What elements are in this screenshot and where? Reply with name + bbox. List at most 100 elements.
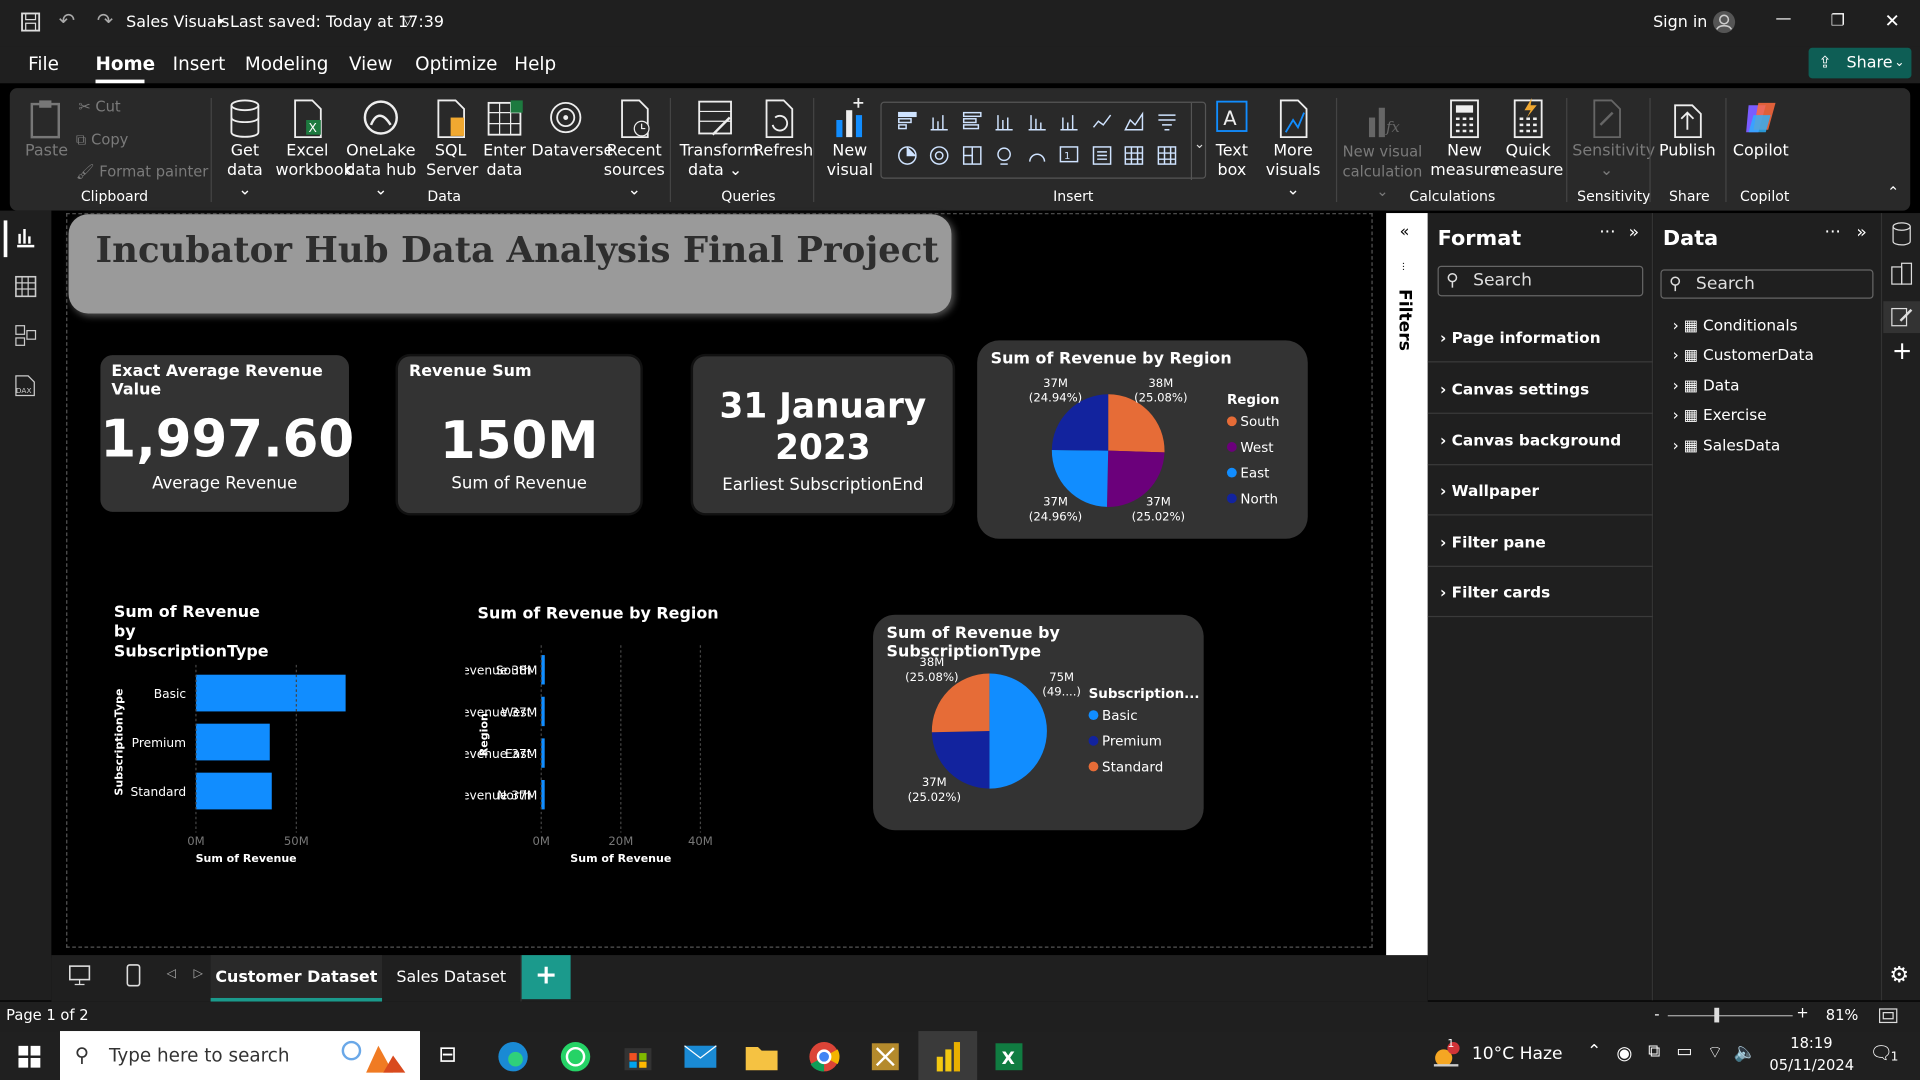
menu-optimize[interactable]: Optimize (415, 52, 498, 75)
record-icon[interactable]: ◉ (1616, 1042, 1633, 1065)
new-visual-button[interactable]: New visual (823, 97, 877, 181)
menu-view[interactable]: View (348, 52, 393, 75)
pie-slice-south[interactable] (1108, 394, 1165, 453)
notification-icon[interactable]: 🗨 (1869, 1042, 1894, 1065)
format-item-page-information[interactable]: › Page information (1440, 328, 1601, 347)
whatsapp-icon[interactable] (560, 1041, 592, 1073)
edge-icon[interactable] (497, 1041, 529, 1073)
pie-slice-east[interactable] (1051, 450, 1109, 507)
tab-customer-dataset[interactable]: Customer Dataset (210, 955, 383, 1002)
data-pane-icon[interactable] (1891, 222, 1913, 246)
pie-slice-basic[interactable] (989, 673, 1047, 789)
kpi-card-average-revenue[interactable]: Exact Average Revenue Value 1,997.60 Ave… (100, 355, 354, 512)
table-view-icon[interactable] (15, 275, 37, 298)
legend-item-east[interactable]: East (1240, 467, 1269, 482)
taskbar-search-box[interactable]: ⚲ Type here to search (60, 1031, 421, 1080)
more-visuals-button[interactable]: More visuals ⌄ (1259, 98, 1328, 201)
filters-pane-collapsed[interactable]: « ⫶ Filters (1386, 213, 1428, 957)
zoom-out-icon[interactable]: - (1654, 1005, 1660, 1023)
report-title-box[interactable]: Incubator Hub Data Analysis Final Projec… (68, 214, 952, 314)
dax-query-icon[interactable]: DAX (12, 373, 39, 397)
excel-workbook-button[interactable]: X Excel workbook (276, 98, 353, 181)
save-icon[interactable] (21, 12, 41, 32)
data-table-customerdata[interactable]: › ▦ CustomerData (1672, 345, 1814, 364)
legend-item-basic[interactable]: Basic (1102, 709, 1138, 724)
transform-data-button[interactable]: Transform data ⌄ (680, 98, 759, 181)
legend-item-west[interactable]: West (1240, 441, 1273, 456)
data-table-exercise[interactable]: › ▦ Exercise (1672, 405, 1767, 424)
clock-date[interactable]: 05/11/2024 (1769, 1056, 1855, 1074)
pie-slice-standard[interactable] (931, 673, 990, 733)
sql-server-button[interactable]: SQL Server (426, 98, 478, 181)
zoom-slider-thumb[interactable] (1714, 1007, 1720, 1023)
fit-to-page-icon[interactable] (1878, 1008, 1898, 1024)
kpi-card-earliest-subscription[interactable]: 31 January 2023 Earliest SubscriptionEnd (693, 356, 953, 514)
format-item-filter-cards[interactable]: › Filter cards (1440, 582, 1551, 602)
data-search-input[interactable]: ⚲ Search (1660, 269, 1874, 299)
bar-south[interactable] (541, 655, 545, 685)
menu-file[interactable]: File (28, 52, 59, 75)
paste-button[interactable]: Paste (22, 98, 71, 162)
legend-item-premium[interactable]: Premium (1102, 735, 1162, 750)
clock-time[interactable]: 18:19 (1790, 1034, 1833, 1052)
format-search-input[interactable]: ⚲ Search (1437, 265, 1644, 297)
enter-data-button[interactable]: Enter data (480, 98, 529, 181)
menu-insert[interactable]: Insert (172, 52, 226, 75)
restore-icon[interactable]: ❐ (1830, 12, 1845, 31)
report-view-icon[interactable] (15, 227, 37, 249)
expand-filters-icon[interactable]: « (1399, 222, 1410, 242)
weather-icon[interactable] (1429, 1041, 1463, 1073)
menu-home[interactable]: Home (95, 52, 156, 75)
chevron-down-icon[interactable]: ▽ (402, 14, 413, 29)
format-item-wallpaper[interactable]: › Wallpaper (1440, 481, 1540, 500)
bar-north[interactable] (541, 780, 545, 810)
bar-west[interactable] (541, 696, 545, 727)
menu-modeling[interactable]: Modeling (244, 52, 329, 75)
windows-start-icon[interactable] (18, 1045, 41, 1068)
text-box-button[interactable]: A Text box (1207, 98, 1256, 181)
format-painter-button[interactable]: 🖌 Format painter (75, 162, 209, 181)
battery-icon[interactable]: ▭ (1676, 1042, 1693, 1062)
get-data-button[interactable]: Get data ⌄ (218, 98, 272, 201)
cut-button[interactable]: ✂ Cut (78, 97, 121, 116)
more-options-icon[interactable]: ··· (1599, 222, 1616, 243)
report-canvas[interactable] (51, 210, 1387, 958)
legend-item-standard[interactable]: Standard (1102, 760, 1163, 775)
quick-measure-button[interactable]: Quick measure (1494, 97, 1563, 181)
bar-chart-region-card[interactable]: Sum of Revenue by Region SouthSum of Rev… (465, 598, 734, 880)
visualizations-icon[interactable] (1891, 262, 1913, 286)
menu-help[interactable]: Help (514, 52, 557, 75)
format-item-canvas-background[interactable]: › Canvas background (1440, 431, 1622, 450)
mobile-layout-icon[interactable] (125, 964, 142, 988)
desktop-layout-icon[interactable] (69, 965, 91, 987)
close-icon[interactable]: ✕ (1884, 9, 1900, 32)
tab-sales-dataset[interactable]: Sales Dataset (382, 955, 522, 1002)
recent-sources-button[interactable]: Recent sources ⌄ (602, 98, 666, 201)
pie-slice-west[interactable] (1106, 450, 1165, 507)
redo-icon[interactable]: ↷ (96, 8, 114, 32)
data-table-salesdata[interactable]: › ▦ SalesData (1672, 435, 1781, 455)
legend-item-south[interactable]: South (1240, 415, 1279, 430)
weather-text[interactable]: 10°C Haze (1471, 1044, 1563, 1065)
volume-icon[interactable]: 🔈 (1733, 1040, 1757, 1063)
wifi-icon[interactable]: ⌔ (1706, 1043, 1724, 1063)
store-icon[interactable] (622, 1041, 654, 1073)
camera-icon[interactable]: ⧉ (1648, 1042, 1661, 1062)
bar-standard[interactable] (195, 772, 272, 810)
chrome-icon[interactable] (808, 1041, 840, 1073)
share-button[interactable]: ⇪ Share ⌄ (1808, 47, 1912, 79)
refresh-button[interactable]: Refresh (753, 98, 813, 162)
kpi-card-revenue-sum[interactable]: Revenue Sum 150M Sum of Revenue (397, 356, 641, 514)
show-hidden-icons[interactable]: ⌃ (1586, 1042, 1602, 1062)
pie-chart-region-card[interactable]: Sum of Revenue by Region 38M (25.08%) 37M(… (977, 340, 1308, 539)
excel-app-icon[interactable]: X (993, 1041, 1025, 1073)
format-item-filter-pane[interactable]: › Filter pane (1440, 532, 1546, 552)
bar-basic[interactable] (195, 674, 346, 712)
data-table-data[interactable]: › ▦ Data (1672, 375, 1740, 395)
new-visual-calculation-button[interactable]: fx New visual calculation ⌄ (1342, 98, 1423, 201)
format-item-canvas-settings[interactable]: › Canvas settings (1440, 379, 1590, 398)
prev-page-icon[interactable]: ◁ (166, 967, 176, 981)
zoom-in-icon[interactable]: + (1796, 1004, 1809, 1022)
minimize-icon[interactable]: — (1775, 9, 1792, 29)
next-page-icon[interactable]: ▷ (193, 967, 203, 981)
